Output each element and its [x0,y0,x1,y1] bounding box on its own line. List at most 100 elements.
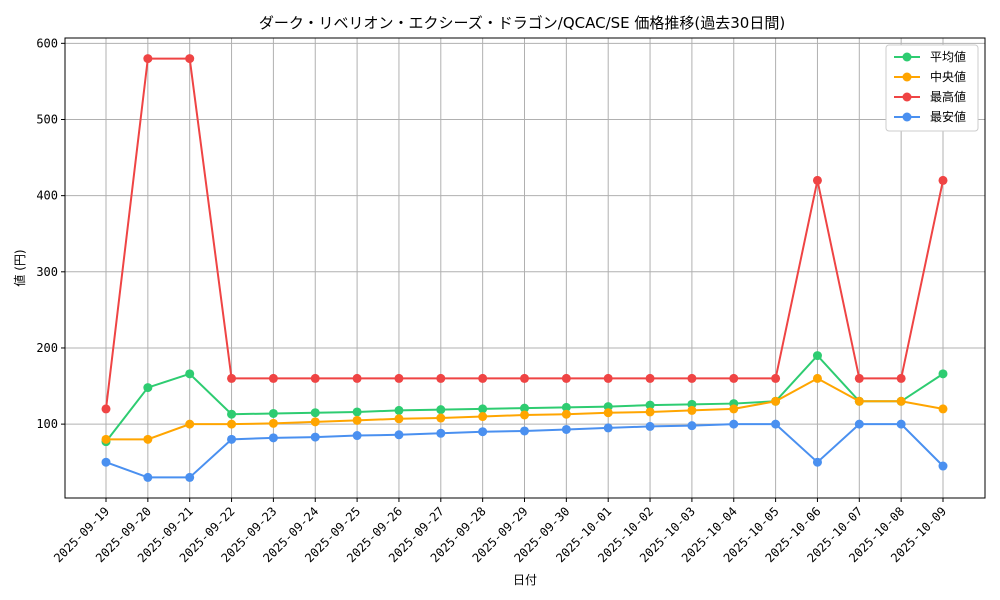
data-point [687,405,697,415]
data-point [771,419,781,429]
data-point [478,404,488,414]
data-point [938,175,948,185]
data-point [729,419,739,429]
x-axis-label: 日付 [513,573,537,587]
y-tick-label: 100 [36,417,58,431]
data-point [268,433,278,443]
data-point [603,423,613,433]
data-point [185,472,195,482]
data-point [268,373,278,383]
data-point [310,432,320,442]
data-point [603,408,613,418]
data-point [645,373,655,383]
legend-label: 中央値 [930,69,966,84]
data-point [854,396,864,406]
legend-item: 最高値 [894,89,966,104]
data-point [645,407,655,417]
data-point [812,457,822,467]
chart-title: ダーク・リベリオン・エクシーズ・ドラゴン/QCAC/SE 価格推移(過去30日間… [259,14,785,32]
data-point [352,373,362,383]
data-point [854,373,864,383]
data-point [143,54,153,64]
y-tick-label: 500 [36,112,58,126]
data-point [478,427,488,437]
data-point [101,457,111,467]
legend-swatch-marker [902,72,912,82]
legend-label: 最高値 [930,89,966,104]
series-3 [101,419,948,482]
data-point [101,404,111,414]
data-point [687,421,697,431]
data-point [771,373,781,383]
data-point [227,409,237,419]
y-tick-label: 200 [36,341,58,355]
data-point [394,414,404,424]
legend-label: 平均値 [930,49,966,64]
data-point [561,402,571,412]
data-point [478,373,488,383]
data-point [520,426,529,436]
legend-swatch-marker [902,112,912,122]
data-point [310,417,320,427]
data-point [268,408,278,418]
data-point [352,431,362,441]
data-point [143,383,153,393]
data-point [394,430,404,440]
data-point [436,373,446,383]
data-point [603,373,613,383]
data-point [520,410,529,420]
data-point [436,428,446,438]
data-point [896,373,906,383]
data-point [645,421,655,431]
data-point [812,351,822,361]
legend-item: 最安値 [894,109,966,124]
data-point [101,434,111,444]
data-point [185,369,195,379]
data-point [394,405,404,415]
data-point [812,175,822,185]
data-point [227,434,237,444]
legend-item: 中央値 [894,69,966,84]
data-point [561,373,571,383]
data-point [854,419,864,429]
legend-label: 最安値 [930,109,966,124]
y-tick-label: 600 [36,36,58,50]
data-point [227,373,237,383]
series-layer [101,54,948,482]
series-1 [101,373,948,444]
y-axis-label: 値 (円) [12,249,27,286]
data-point [143,434,153,444]
data-point [352,415,362,425]
data-point [143,472,153,482]
data-point [729,373,739,383]
data-point [185,54,195,64]
tick-layer: 2025-09-192025-09-202025-09-212025-09-22… [36,36,949,565]
data-point [310,408,320,418]
y-tick-label: 300 [36,265,58,279]
data-point [645,400,655,410]
data-point [268,418,278,428]
data-point [352,407,362,417]
data-point [394,373,404,383]
data-point [812,373,822,383]
data-point [938,404,948,414]
data-point [561,409,571,419]
data-point [185,419,195,429]
data-point [520,373,529,383]
data-point [520,403,529,413]
data-point [436,413,446,423]
data-point [896,396,906,406]
grid-layer [65,38,985,498]
legend-box [885,44,979,132]
data-point [436,405,446,415]
data-point [938,461,948,471]
data-point [561,424,571,434]
data-point [938,369,948,379]
series-2 [101,54,948,414]
legend-swatch-marker [902,92,912,102]
data-point [478,412,488,422]
data-point [771,396,781,406]
legend-item: 平均値 [894,49,966,64]
